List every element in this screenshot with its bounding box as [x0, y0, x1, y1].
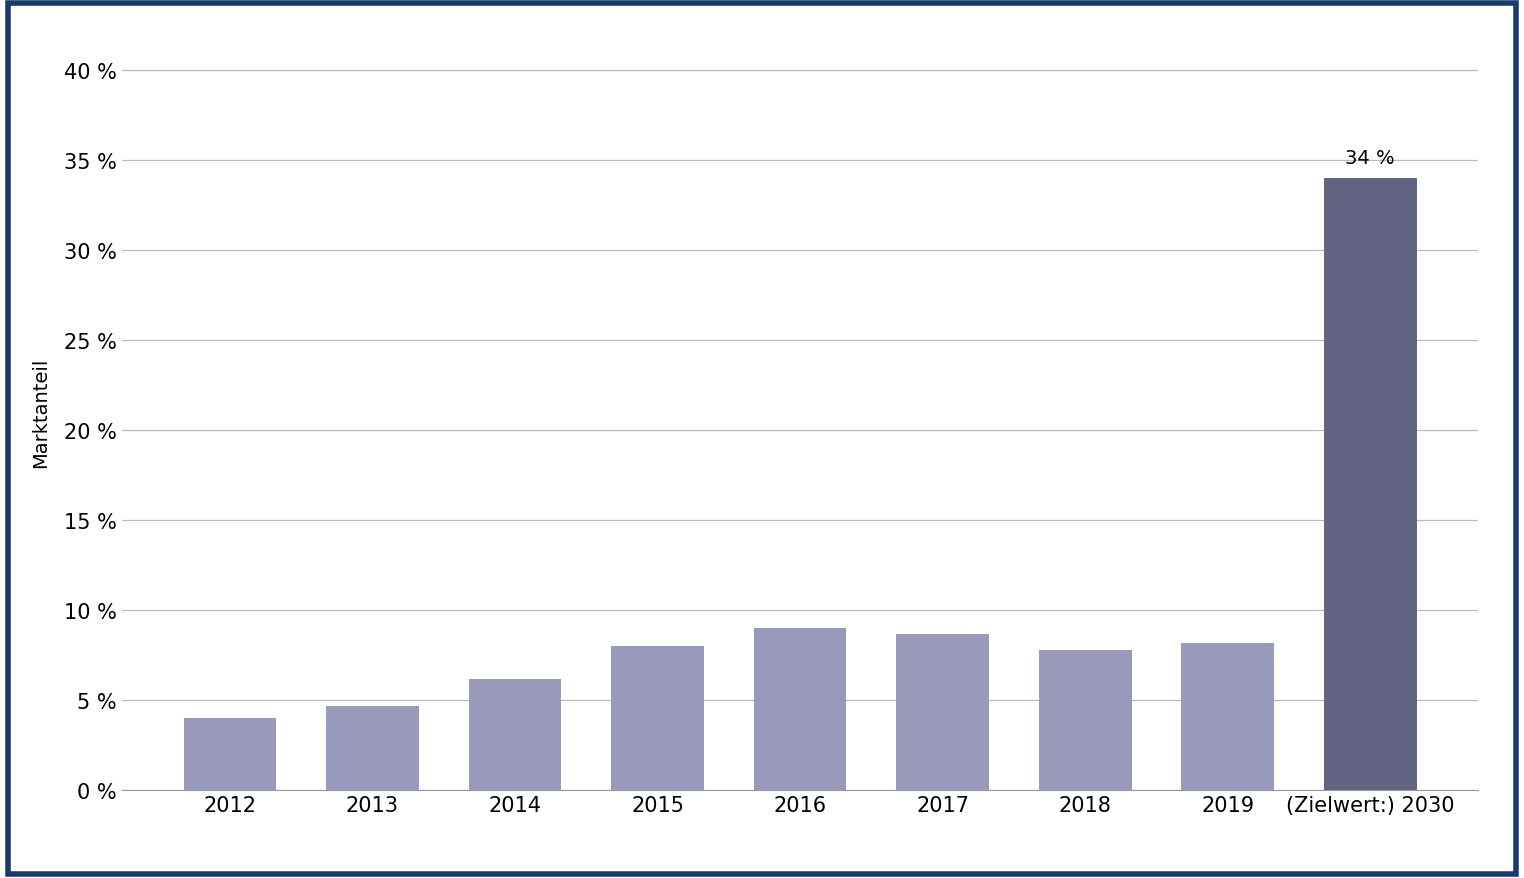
Y-axis label: Marktanteil: Marktanteil [32, 357, 50, 468]
Bar [754, 629, 846, 790]
Bar [326, 706, 419, 790]
Bar [896, 634, 989, 790]
Bar [183, 718, 276, 790]
Bar [1181, 643, 1274, 790]
Bar [1324, 179, 1417, 790]
Bar [1039, 650, 1131, 790]
Bar [611, 646, 704, 790]
Text: 34 %: 34 % [1346, 149, 1394, 169]
Bar [469, 679, 561, 790]
